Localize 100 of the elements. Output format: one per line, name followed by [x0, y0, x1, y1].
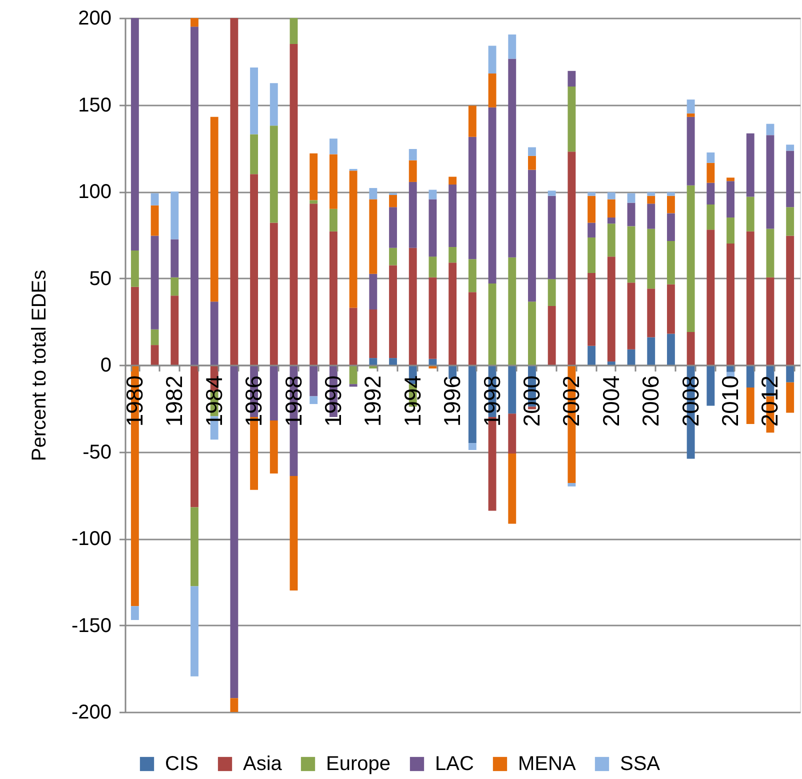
bar — [568, 152, 576, 365]
y-tick-label: 200 — [78, 8, 112, 30]
bar — [270, 222, 278, 365]
bar — [150, 345, 159, 365]
bar — [726, 218, 734, 244]
bar — [508, 365, 516, 414]
bar — [588, 237, 596, 274]
bar — [428, 190, 437, 200]
y-tick-label: -150 — [71, 614, 112, 637]
bar — [270, 126, 278, 223]
bar — [448, 176, 457, 185]
bar — [686, 185, 695, 332]
bar — [548, 306, 556, 365]
bar — [647, 192, 656, 196]
bar — [766, 277, 774, 365]
bar — [130, 18, 139, 250]
y-axis-title: Percent to total EDEs — [28, 270, 50, 462]
bar — [706, 182, 715, 205]
bar — [666, 213, 675, 241]
x-tick-label: 1990 — [320, 376, 346, 427]
bar — [508, 453, 516, 524]
x-tick-label: 2000 — [518, 376, 544, 427]
x-tick-label: 1982 — [161, 376, 188, 427]
x-tick-label: 1980 — [121, 376, 148, 427]
x-tick-label: 1988 — [280, 376, 306, 427]
bar — [468, 443, 476, 450]
y-tick-label: -100 — [71, 528, 112, 550]
bar — [448, 184, 457, 248]
bar — [150, 193, 159, 206]
bar — [746, 133, 754, 197]
bar — [607, 218, 616, 224]
bar — [706, 152, 715, 163]
bar — [270, 420, 278, 474]
bar — [666, 240, 675, 284]
bar — [408, 182, 417, 248]
x-tick-label: 1996 — [439, 376, 466, 427]
bar — [190, 365, 198, 508]
bar — [389, 358, 397, 365]
legend-label: MENA — [518, 753, 576, 775]
y-tick-label: 150 — [78, 94, 112, 116]
y-tick-label: 50 — [89, 268, 112, 290]
bar — [310, 153, 318, 200]
bar — [706, 162, 715, 183]
bar — [607, 224, 616, 257]
bar — [468, 136, 476, 260]
bar — [627, 202, 636, 226]
bar — [468, 106, 476, 137]
bar — [190, 26, 198, 365]
bar — [686, 100, 695, 114]
bar — [568, 86, 576, 152]
bar — [210, 302, 218, 365]
bar — [548, 190, 556, 196]
bar — [250, 174, 258, 365]
bar — [488, 107, 496, 284]
legend-label: LAC — [435, 753, 474, 775]
bar — [170, 296, 179, 365]
bar — [170, 277, 179, 296]
bar — [627, 282, 636, 350]
bar — [310, 204, 318, 365]
y-tick-label: -200 — [71, 702, 112, 724]
bar — [508, 34, 516, 59]
bar — [230, 698, 238, 712]
bar — [647, 288, 656, 338]
bar — [428, 256, 437, 278]
bar — [786, 382, 794, 413]
bar — [666, 196, 675, 214]
bar — [150, 329, 159, 346]
bar — [250, 67, 258, 134]
bar — [428, 358, 437, 365]
bar — [210, 116, 218, 302]
bar — [329, 154, 338, 209]
bar — [706, 365, 715, 406]
bar — [408, 248, 417, 365]
bar — [290, 476, 298, 591]
bar — [170, 239, 179, 278]
bar — [647, 337, 656, 365]
x-tick-label: 2008 — [677, 376, 704, 427]
x-tick-label: 2002 — [558, 376, 584, 427]
bar — [528, 406, 536, 410]
bar — [686, 116, 695, 186]
bar — [448, 247, 457, 263]
bar — [786, 144, 794, 151]
bar — [588, 346, 596, 365]
bar — [130, 606, 139, 620]
bar — [230, 18, 238, 365]
bar — [170, 192, 179, 240]
bar — [468, 292, 476, 365]
bar — [329, 138, 338, 154]
x-tick-label: 2012 — [756, 376, 783, 427]
bar — [250, 134, 258, 174]
bar — [408, 160, 417, 182]
bar — [508, 414, 516, 454]
bar — [528, 156, 536, 170]
bar — [310, 365, 318, 396]
bar — [607, 199, 616, 218]
bar — [548, 279, 556, 306]
bar — [666, 284, 675, 334]
bar — [428, 199, 437, 257]
bar — [666, 334, 675, 365]
bar — [528, 147, 536, 156]
